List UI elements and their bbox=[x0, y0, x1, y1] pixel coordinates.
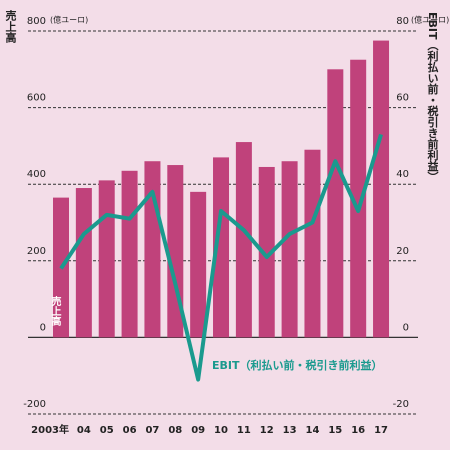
x-tick-label: 08 bbox=[168, 425, 182, 436]
y-axis-label: 売上高 bbox=[4, 9, 17, 44]
y2-unit: (億ユーロ) bbox=[411, 15, 449, 25]
bar bbox=[213, 157, 230, 338]
y2-tick-label: 80 bbox=[396, 16, 409, 27]
line bbox=[59, 133, 383, 382]
x-tick-label: 10 bbox=[214, 425, 228, 436]
bar bbox=[304, 149, 321, 338]
x-tick-label: 07 bbox=[145, 425, 159, 436]
bar bbox=[121, 170, 138, 338]
bar bbox=[144, 161, 161, 338]
bar bbox=[373, 40, 390, 338]
bar bbox=[235, 142, 252, 338]
y-tick-label: 400 bbox=[27, 169, 46, 180]
bar bbox=[258, 166, 275, 338]
x-tick-label: 05 bbox=[100, 425, 114, 436]
bar bbox=[327, 69, 344, 338]
y-tick-label: 200 bbox=[27, 246, 46, 257]
x-tick-label: 04 bbox=[77, 425, 91, 436]
y-tick-label: 600 bbox=[27, 93, 46, 104]
y2-tick-label: -20 bbox=[393, 399, 409, 410]
x-tick-label: 14 bbox=[305, 425, 319, 436]
bar bbox=[190, 191, 207, 338]
bar bbox=[98, 180, 115, 338]
x-tick-label: 09 bbox=[191, 425, 205, 436]
y2-axis-label: EBIT（利払い前・税引き前利益） bbox=[426, 12, 440, 183]
y2-tick-label: 20 bbox=[396, 246, 409, 257]
y2-tick-label: 40 bbox=[396, 169, 409, 180]
bar bbox=[75, 188, 92, 338]
bar bbox=[281, 161, 298, 338]
x-tick-label: 13 bbox=[283, 425, 297, 436]
line-label: EBIT（利払い前・税引き前利益） bbox=[212, 358, 383, 372]
x-tick-label: 2003年 bbox=[31, 423, 69, 436]
x-tick-label: 06 bbox=[123, 425, 137, 436]
x-tick-label: 17 bbox=[374, 425, 388, 436]
x-tick-label: 15 bbox=[328, 425, 342, 436]
bar bbox=[350, 59, 367, 338]
x-tick-label: 12 bbox=[260, 425, 274, 436]
y-tick-label: -200 bbox=[23, 399, 46, 410]
y-unit: (億ユーロ) bbox=[50, 15, 88, 25]
x-tick-label: 11 bbox=[237, 425, 251, 436]
y2-tick-label: 60 bbox=[396, 93, 409, 104]
y-tick-label: 800 bbox=[27, 16, 46, 27]
y-tick-label: 0 bbox=[40, 322, 46, 333]
x-tick-label: 16 bbox=[351, 425, 365, 436]
y2-tick-label: 0 bbox=[403, 322, 409, 333]
bar-label: 売上高 bbox=[49, 295, 61, 327]
